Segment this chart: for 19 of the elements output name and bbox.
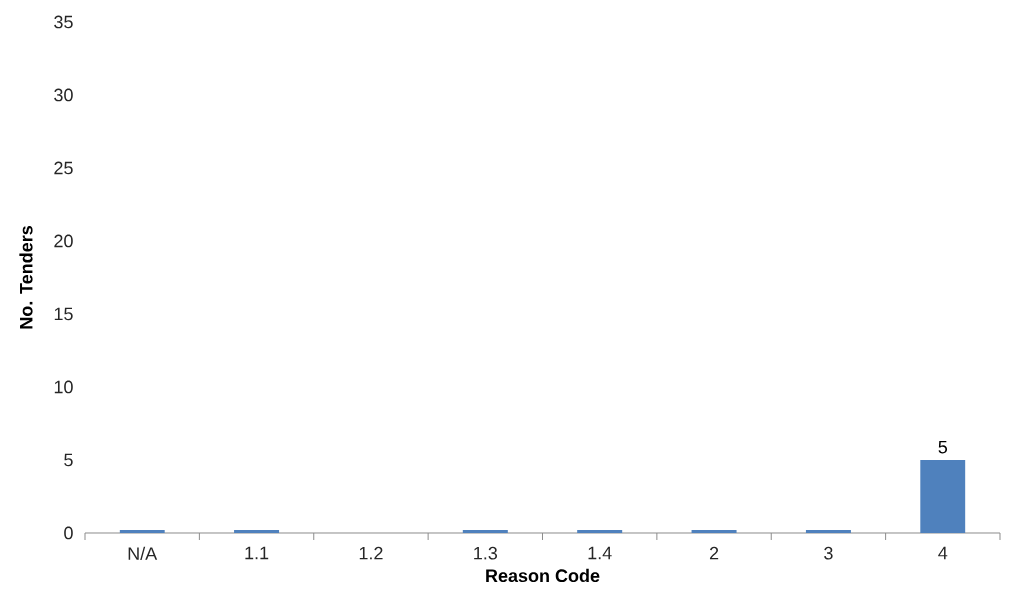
y-tick-label: 30 [54,88,73,102]
x-axis-title: Reason Code [486,568,600,583]
y-tick-label: 10 [54,380,73,394]
y-axis-title: No. Tenders [19,226,33,329]
y-tick-label: 20 [54,234,73,248]
x-tick-label: 4 [938,546,948,560]
y-tick-label: 25 [54,161,73,175]
y-tick-label: 15 [54,307,73,321]
y-tick-label: 5 [64,453,73,467]
x-tick-label: 1.3 [474,546,498,560]
x-tick-label: 1.4 [588,546,612,560]
data-label: 5 [938,440,948,454]
x-tick-label: 3 [824,546,833,560]
x-tick-label: 1.1 [245,546,269,560]
y-tick-label: 35 [54,15,73,29]
x-tick-label: N/A [128,546,158,560]
x-tick-label: 1.2 [359,546,383,560]
y-tick-label: 0 [64,526,73,540]
x-tick-label: 2 [709,546,719,560]
